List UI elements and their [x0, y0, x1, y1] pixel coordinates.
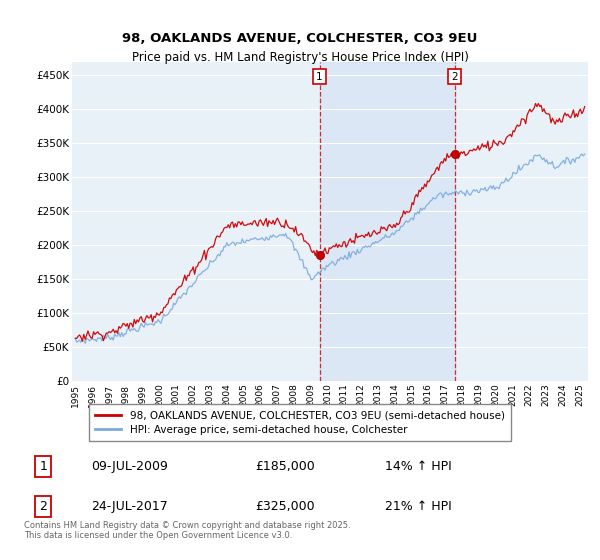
- Text: 1: 1: [40, 460, 47, 473]
- Text: 1: 1: [316, 72, 323, 82]
- Legend: 98, OAKLANDS AVENUE, COLCHESTER, CO3 9EU (semi-detached house), HPI: Average pri: 98, OAKLANDS AVENUE, COLCHESTER, CO3 9EU…: [89, 404, 511, 441]
- Text: £185,000: £185,000: [255, 460, 314, 473]
- Text: 09-JUL-2009: 09-JUL-2009: [91, 460, 168, 473]
- Text: 98, OAKLANDS AVENUE, COLCHESTER, CO3 9EU: 98, OAKLANDS AVENUE, COLCHESTER, CO3 9EU: [122, 32, 478, 45]
- Text: 14% ↑ HPI: 14% ↑ HPI: [385, 460, 451, 473]
- Text: Price paid vs. HM Land Registry's House Price Index (HPI): Price paid vs. HM Land Registry's House …: [131, 52, 469, 64]
- Text: 21% ↑ HPI: 21% ↑ HPI: [385, 500, 451, 513]
- Text: 2: 2: [451, 72, 458, 82]
- Bar: [320, 62, 455, 381]
- Text: 2: 2: [40, 500, 47, 513]
- Text: 24-JUL-2017: 24-JUL-2017: [91, 500, 168, 513]
- Text: £325,000: £325,000: [255, 500, 314, 513]
- Text: Contains HM Land Registry data © Crown copyright and database right 2025.
This d: Contains HM Land Registry data © Crown c…: [23, 521, 350, 540]
